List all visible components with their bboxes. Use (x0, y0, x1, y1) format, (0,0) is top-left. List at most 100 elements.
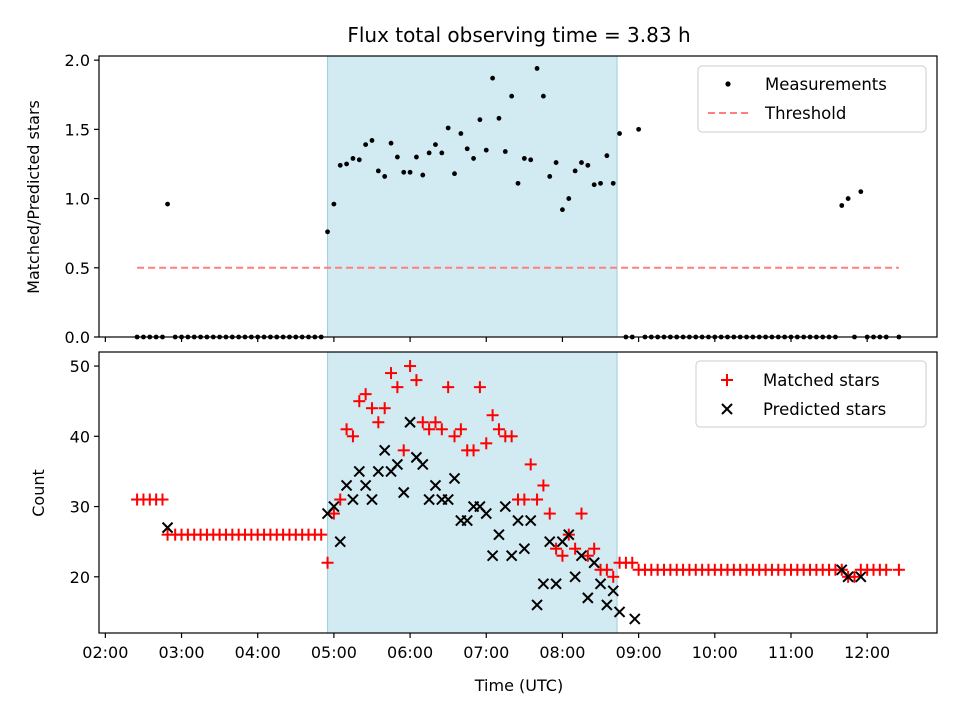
measurement-point (617, 131, 622, 136)
predicted-stars-point (575, 550, 588, 562)
measurement-point (350, 156, 356, 161)
matched-stars-point (385, 367, 398, 380)
measurement-point (464, 146, 470, 152)
predicted-stars-point (855, 571, 867, 583)
measurement-point (636, 126, 642, 132)
top-y-ticks: 0.0 0.5 1.0 1.5 2.0 (65, 51, 99, 347)
matched-stars-point (442, 381, 455, 394)
matched-stars-point (353, 395, 366, 408)
y-tick-label: 0.5 (65, 259, 90, 278)
predicted-stars-point (442, 493, 454, 506)
predicted-stars-point (505, 550, 518, 562)
matched-stars-point (473, 381, 486, 394)
measurement-point (858, 189, 864, 195)
y-tick-label: 50 (70, 357, 90, 376)
predicted-stars-point (366, 493, 378, 506)
predicted-stars-point (391, 458, 404, 471)
predicted-stars-point (512, 514, 524, 527)
matched-stars-point (397, 444, 410, 457)
measurement-point (566, 196, 572, 201)
matched-stars-point (505, 430, 518, 443)
top-observing-span (327, 55, 618, 338)
matched-stars-point (543, 507, 556, 520)
measurement-point (394, 154, 400, 160)
matched-stars-point (531, 493, 544, 506)
measurement-point (521, 156, 527, 161)
matched-stars-point (416, 416, 429, 429)
measurement-point (331, 201, 337, 207)
matched-stars-point (556, 549, 569, 562)
bottom-x-ticks: 02:00 03:00 04:00 05:00 06:00 07:00 08:00 09:00… (82, 633, 890, 662)
measurement-point (560, 207, 565, 213)
x-tick-label: 03:00 (158, 643, 204, 662)
matched-stars-point (486, 409, 499, 422)
matched-stars-point (378, 402, 391, 415)
measurement-point (483, 147, 489, 153)
matched-stars-point (327, 507, 340, 520)
x-tick-label: 07:00 (463, 643, 509, 662)
measurement-point (382, 174, 388, 179)
measurement-point (363, 142, 369, 147)
measurement-point (433, 142, 438, 147)
measurement-point (414, 154, 419, 160)
predicted-stars-point (340, 479, 353, 492)
matched-stars-point (454, 423, 467, 436)
matched-stars-point (321, 556, 334, 569)
predicted-stars-point (359, 479, 372, 492)
chart-title: Flux total observing time = 3.83 h (347, 23, 690, 47)
measurement-point (426, 150, 432, 156)
x-tick-label: 06:00 (387, 643, 433, 662)
predicted-stars-point (417, 458, 429, 471)
measurement-point (375, 168, 381, 174)
predicted-stars-point (378, 444, 391, 457)
measurement-point (452, 171, 457, 177)
predicted-stars-point (842, 571, 854, 583)
x-tick-label: 05:00 (311, 643, 357, 662)
legend-predicted-label: Predicted stars (763, 400, 886, 419)
bottom-plot-frame (98, 351, 938, 634)
matched-stars-point (404, 360, 417, 373)
matched-stars-point (848, 570, 861, 583)
y-tick-label: 20 (70, 568, 90, 587)
measurement-point (388, 140, 394, 146)
matched-stars-point (575, 507, 588, 520)
measurement-point (502, 149, 508, 154)
x-axis-label: Time (UTC) (474, 676, 563, 695)
matched-stars-point (524, 458, 537, 471)
measurement-point (407, 169, 413, 175)
bottom-y-axis-label: Count (29, 469, 48, 517)
bottom-y-ticks: 20 30 40 50 (70, 357, 99, 587)
y-tick-label: 1.0 (65, 190, 90, 209)
y-tick-label: 1.5 (65, 120, 90, 139)
matched-stars-point (423, 423, 436, 436)
matched-stars-point (600, 563, 613, 576)
measurement-point (610, 180, 616, 186)
measurement-point (401, 169, 407, 175)
measurement-point (509, 93, 515, 99)
predicted-stars-point (429, 479, 442, 492)
legend-threshold-label: Threshold (764, 104, 846, 123)
measurement-point (585, 162, 591, 168)
predicted-stars-point (629, 613, 641, 625)
matched-stars-point (391, 381, 404, 394)
predicted-stars-point (161, 521, 174, 534)
measurement-point (445, 125, 451, 131)
measurement-point (845, 196, 851, 201)
predicted-stars-point (423, 493, 435, 506)
x-tick-label: 09:00 (616, 643, 662, 662)
legend-matched-marker (721, 374, 733, 386)
predicted-stars-point (404, 416, 416, 428)
top-y-axis-label: Matched/Predicted stars (24, 100, 43, 294)
predicted-stars-point (601, 599, 613, 611)
matched-stars-point (315, 528, 328, 541)
predicted-stars-point (372, 465, 385, 478)
matched-stars-point (435, 423, 448, 436)
measurement-point (344, 161, 349, 167)
matched-stars-point (448, 430, 461, 443)
matched-stars-point (550, 542, 563, 555)
matched-stars-point (588, 542, 601, 555)
predicted-stars-point (531, 599, 543, 611)
predicted-stars-point (518, 542, 531, 555)
matched-stars-point (581, 549, 594, 562)
predicted-stars-point (486, 550, 499, 562)
